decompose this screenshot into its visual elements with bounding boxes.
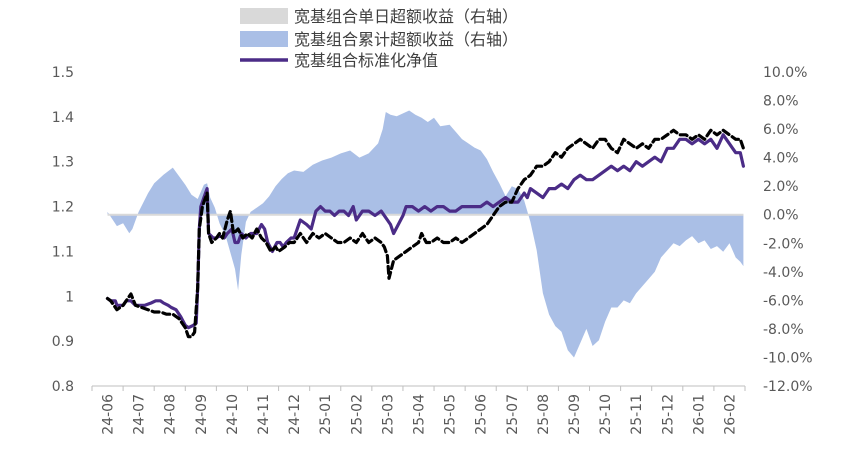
y-right-tick-label: 6.0% [763,122,799,138]
x-tick-label: 24-10 [225,394,241,435]
y-left-tick-label: 1 [65,289,74,305]
y-right-tick-label: -4.0% [763,265,804,281]
x-tick-label: 25-04 [412,394,428,435]
y-right-tick-label: -8.0% [763,322,804,338]
x-tick-label: 25-10 [598,394,614,435]
x-tick-label: 24-12 [287,394,303,435]
legend-label: 宽基组合标准化净值 [294,51,438,70]
x-tick-label: 25-11 [629,394,645,435]
x-tick-label: 25-08 [536,394,552,435]
y-right-tick-label: -2.0% [763,236,804,252]
x-tick-label: 25-12 [660,394,676,435]
y-left-tick-label: 1.2 [52,200,74,216]
cumulative-excess-area [107,110,744,358]
x-tick-label: 26-01 [691,394,707,435]
y-left-tick-label: 1.5 [52,65,74,81]
x-tick-label: 25-03 [380,394,396,435]
x-tick-label: 25-01 [318,394,334,435]
x-tick-label: 25-05 [443,394,459,435]
y-right-tick-label: 0.0% [763,208,799,224]
y-right-tick-label: -6.0% [763,293,804,309]
x-tick-label: 24-09 [194,394,210,435]
x-tick-label: 26-02 [722,394,738,435]
y-left-tick-label: 1.3 [52,155,74,171]
y-right-tick-label: 2.0% [763,179,799,195]
y-right-tick-label: -10.0% [763,350,813,366]
legend-swatch [240,31,288,47]
y-left-tick-label: 1.1 [52,244,74,260]
x-tick-label: 25-07 [505,394,521,435]
x-tick-label: 25-09 [567,394,583,435]
legend-label: 宽基组合单日超额收益（右轴） [294,7,518,26]
x-tick-label: 24-06 [101,394,117,435]
x-tick-label: 25-02 [349,394,365,435]
y-right-tick-label: 8.0% [763,94,799,110]
x-tick-label: 25-06 [474,394,490,435]
y-left-tick-label: 0.9 [52,334,74,350]
y-right-tick-label: 10.0% [763,65,807,81]
legend-swatch [240,8,288,24]
legend-label: 宽基组合累计超额收益（右轴） [294,30,518,49]
y-right-tick-label: 4.0% [763,151,799,167]
x-tick-label: 24-08 [163,394,179,435]
x-tick-label: 24-11 [256,394,272,435]
benchmark-dashed-line [105,128,746,339]
y-left-tick-label: 0.8 [52,379,74,395]
x-tick-label: 24-07 [132,394,148,435]
y-left-tick-label: 1.4 [52,110,74,126]
y-right-tick-label: -12.0% [763,379,813,395]
